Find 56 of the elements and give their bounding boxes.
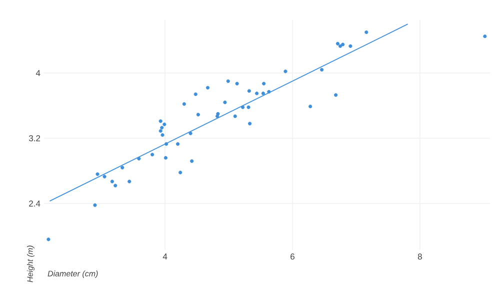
y-tick-label: 4 [36,70,40,76]
point [194,92,198,96]
point [46,238,50,242]
point [334,93,338,97]
x-tick-label: 8 [418,254,422,260]
point [182,102,186,106]
point [248,122,252,126]
point [158,119,162,123]
x-tick-label: 6 [290,254,294,260]
point [246,105,250,110]
point [235,82,239,86]
point [261,92,265,96]
point [164,156,168,160]
y-tick-label: 3.2 [28,135,40,142]
point [176,142,180,146]
point [341,42,345,46]
point [223,100,227,104]
x-axis-title: Diameter (cm) [48,270,98,278]
x-tick-label: 4 [162,254,168,260]
point [206,86,210,90]
point [284,70,288,74]
point [267,90,271,94]
point [188,132,192,136]
point [348,44,352,48]
point [190,159,194,163]
point [178,170,182,174]
point [164,142,168,146]
point [233,114,237,118]
point [336,42,340,46]
point [102,174,106,178]
point [338,44,342,48]
point [96,172,100,176]
point [262,82,266,86]
point [196,112,200,116]
point [110,180,114,184]
point [150,152,154,156]
point [320,68,324,72]
point [364,30,368,34]
point [120,166,124,170]
point [483,34,487,38]
point [114,184,118,188]
point [93,203,97,207]
point [128,180,132,184]
point [216,112,220,116]
point [160,126,164,130]
point [247,89,251,93]
point [137,156,141,160]
point [158,129,162,133]
point [160,133,164,137]
y-axis-title: Height (m) [27,246,34,282]
point [162,122,166,126]
point [255,92,259,96]
point [240,105,245,110]
point [308,104,312,108]
point [226,79,230,83]
y-tick-label: 2.4 [29,200,40,206]
